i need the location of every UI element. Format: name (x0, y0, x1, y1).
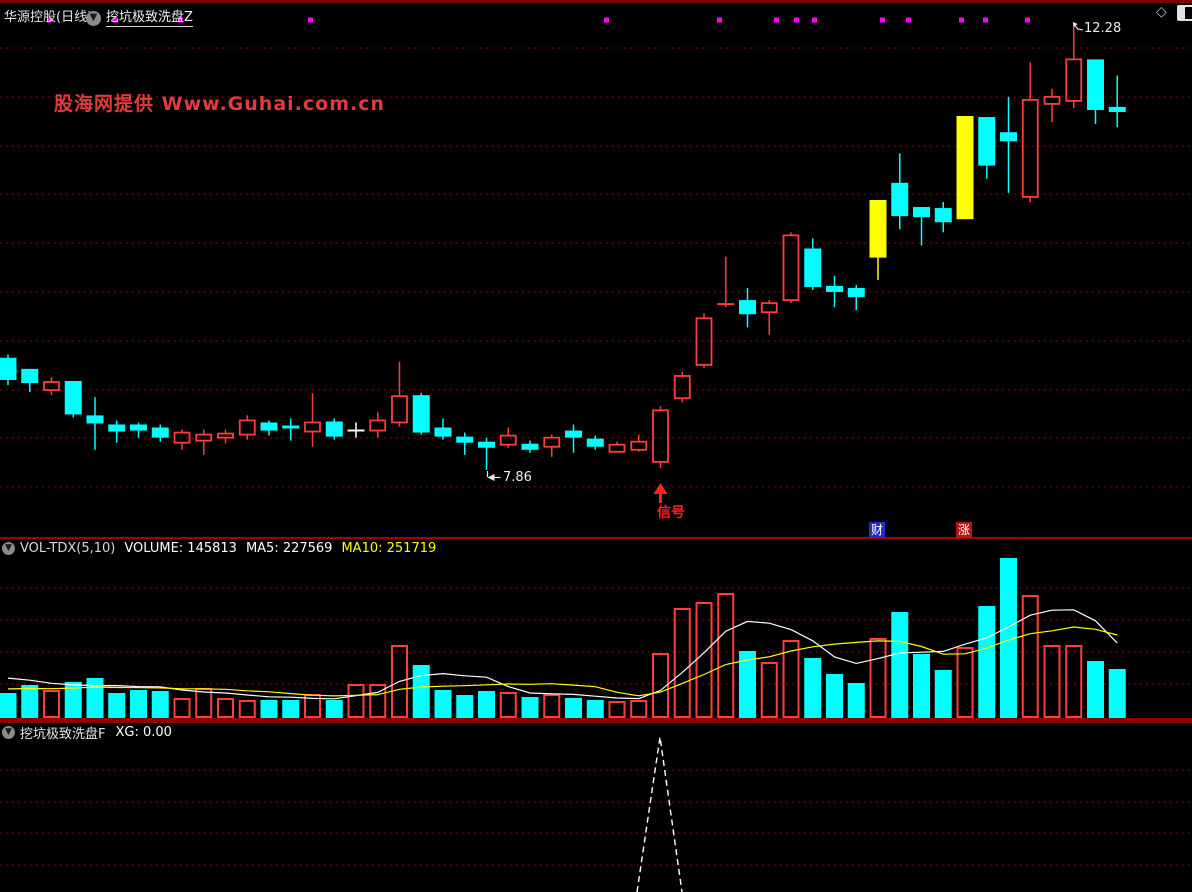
watermark: 股海网提供 Www.Guhai.com.cn (54, 93, 386, 115)
zhang-badge: 涨 (956, 522, 972, 538)
volume-pane-header: ▼ VOL-TDX(5,10) VOLUME: 145813 MA5: 2275… (2, 540, 445, 556)
cai-badge: 财 (869, 522, 885, 538)
signal-label: 信号 (657, 505, 685, 521)
volume-ma10-value: MA10: 251719 (341, 540, 437, 556)
diamond-icon[interactable]: ◇ (1156, 4, 1167, 20)
chevron-down-icon[interactable]: ▼ (2, 725, 15, 739)
volume-value: VOLUME: 145813 (124, 540, 237, 556)
stock-title: 华源控股(日线) (4, 10, 93, 25)
panel-layout-icon[interactable] (1177, 5, 1192, 21)
volume-indicator-name[interactable]: VOL-TDX(5,10) (20, 540, 116, 556)
chevron-down-icon[interactable]: ▼ (2, 541, 15, 555)
low-price-label: 7.86 (503, 470, 532, 485)
indicator-pane-name[interactable]: 挖坑极致洗盘F (20, 726, 106, 742)
indicator-pane-header: ▼ 挖坑极致洗盘F XG: 0.00 (2, 724, 172, 742)
high-price-label: 12.28 (1084, 21, 1122, 36)
chevron-down-icon[interactable]: ▼ (86, 11, 101, 26)
xg-value: XG: 0.00 (115, 724, 172, 740)
indicator-tab[interactable]: 挖坑极致洗盘Z (106, 6, 193, 27)
volume-ma5-value: MA5: 227569 (245, 540, 333, 556)
